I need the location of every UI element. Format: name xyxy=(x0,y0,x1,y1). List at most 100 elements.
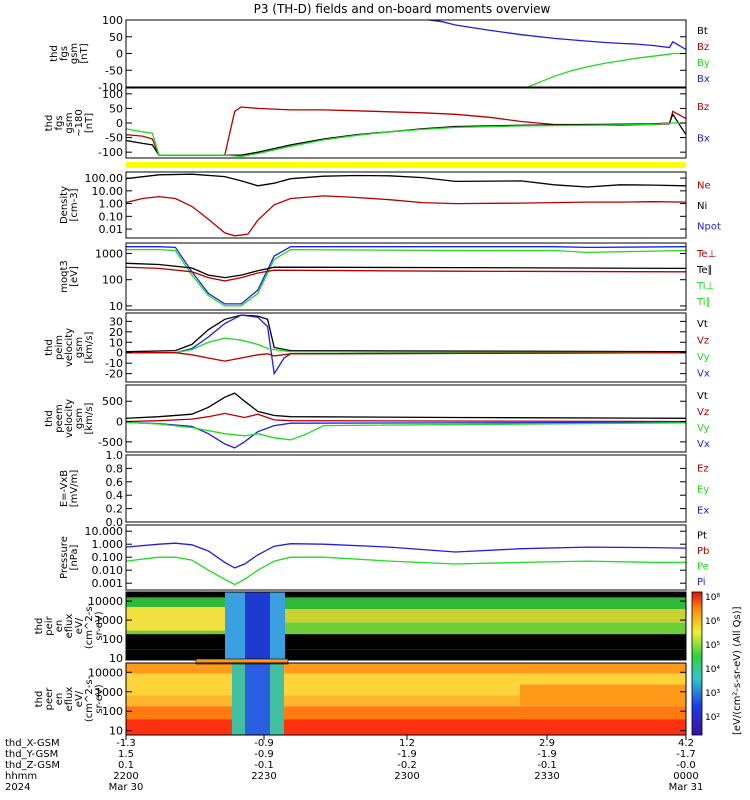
panel-fgs: 100 50 0 -50 -100 thd fgs gsm [nT] Bt Bz By Bx xyxy=(49,14,710,94)
x-axis-value: Mar 30 xyxy=(109,782,144,793)
y-tick-label: 10 xyxy=(109,652,123,665)
colorbar-label: [eV/(cm²-s-sr-eV) (All Qs)] xyxy=(732,606,743,735)
x-axis-value: 2.9 xyxy=(539,738,555,749)
y-tick-label: -10 xyxy=(105,357,123,370)
series-group xyxy=(126,392,686,449)
colorbar-tick-label: 10⁶ xyxy=(705,617,720,627)
legend-label: Te∥ xyxy=(696,265,713,276)
y-tick-label: 0.010 xyxy=(92,564,124,577)
y-tick-label: 10000 xyxy=(88,666,123,679)
x-axis-value: -1.9 xyxy=(537,749,557,760)
panel-frame xyxy=(125,171,687,239)
y-axis-label: thd xyxy=(44,339,55,356)
y-axis-label: E=-VxB xyxy=(59,470,70,507)
panel-efield: 1.00.80.60.40.20.0 E=-VxB [mV/m] Ez Ey Ex xyxy=(59,449,709,529)
y-axis-label: eflux xyxy=(64,614,75,639)
series-line-vz xyxy=(126,352,686,362)
y-tick-label: 1.000 xyxy=(92,538,124,551)
series-group xyxy=(126,246,686,307)
colorbar-tick-label: 10⁴ xyxy=(705,665,720,675)
y-axis-label: (cm^2-s- xyxy=(84,602,95,649)
legend-label: Npot xyxy=(697,222,721,233)
x-axis-value: -0.9 xyxy=(254,738,274,749)
y-axis-label: gsm xyxy=(69,43,80,64)
series-line-vx xyxy=(126,314,686,376)
y-axis-label: [cm-3] xyxy=(69,188,80,221)
y-tick-label: 1000 xyxy=(95,686,123,699)
legend-label: Bz xyxy=(697,42,709,53)
x-axis-value: 0000 xyxy=(673,771,698,782)
y-tick-label: 100 xyxy=(102,705,123,718)
panel-frame xyxy=(125,312,687,383)
y-axis-label: [mV/m] xyxy=(69,470,80,508)
series-line-ti xyxy=(126,246,686,305)
panel-peir-spectrogram: 10000 1000 100 10 thd peir en eflux eV/(cm^2-s-s… xyxy=(34,591,687,665)
legend-label: Vz xyxy=(697,336,709,347)
x-axis-value: -0.2 xyxy=(397,760,417,771)
panel-frame xyxy=(125,662,687,736)
y-tick-label: 0.0 xyxy=(106,516,124,529)
legend-label: Bx xyxy=(697,134,710,145)
y-axis-label: sr-eV) xyxy=(94,684,105,713)
y-tick-label: 0.8 xyxy=(106,462,124,475)
panel-frame xyxy=(125,454,687,523)
y-tick-label: -50 xyxy=(105,64,123,77)
x-axis-row-label: hhmm xyxy=(5,771,37,782)
y-axis-label: en xyxy=(54,620,65,633)
y-axis-label: thd xyxy=(34,618,45,635)
spectrogram-band xyxy=(126,649,686,660)
series-line-by xyxy=(126,122,686,158)
status-bar xyxy=(126,162,686,168)
series-line-vx xyxy=(126,421,686,449)
series-line-te xyxy=(126,262,686,279)
series-line-vt xyxy=(126,392,686,419)
y-tick-label: 500 xyxy=(102,395,123,408)
y-tick-label: 0 xyxy=(116,117,123,130)
series-line-te xyxy=(126,266,686,282)
y-tick-label: -50 xyxy=(105,132,123,145)
legend-label: Ez xyxy=(697,463,709,474)
panel-frame xyxy=(125,524,687,591)
legend-label: Vx xyxy=(697,369,710,380)
y-tick-label: 0 xyxy=(116,416,123,429)
y-tick-label: 0.01 xyxy=(99,223,124,236)
panel-peer-spectrogram: 10000 1000 100 10 thd peer en eflux eV/(cm^2-s-s… xyxy=(34,658,687,738)
legend-label: Ti⊥ xyxy=(696,281,714,292)
spectrogram-dropout xyxy=(245,663,270,735)
y-tick-label: -20 xyxy=(105,368,123,381)
panel-frame xyxy=(125,87,687,159)
y-axis-label: velocity xyxy=(64,399,75,438)
y-tick-label: 20 xyxy=(109,326,123,339)
legend-label: Vy xyxy=(697,352,710,363)
y-tick-label: 0.001 xyxy=(92,577,124,590)
y-axis-label: thd xyxy=(49,45,60,62)
legend-label: Te⊥ xyxy=(696,249,716,260)
series-line-vy xyxy=(126,421,686,441)
figure-title: P3 (TH-D) fields and on-board moments ov… xyxy=(254,2,551,16)
panel-frame xyxy=(125,19,687,88)
panel-frame xyxy=(125,591,687,661)
legend-label: Vt xyxy=(697,391,708,402)
panel-velocity-peem: 500 0 -500 thd peem velocity gsm [km/s] Vt Vz Vy Vx xyxy=(44,384,710,453)
x-axis-value: 2200 xyxy=(113,771,138,782)
legend-label: Ne xyxy=(697,180,711,191)
y-tick-label: 10 xyxy=(109,336,123,349)
y-axis-label: velocity xyxy=(64,328,75,367)
legend-label: Vx xyxy=(697,439,710,450)
y-tick-label: -500 xyxy=(98,436,123,449)
colorbar-scale xyxy=(691,591,703,736)
spectrogram-band xyxy=(520,684,686,707)
y-axis-label: peim xyxy=(54,335,65,360)
y-tick-label: 1.0 xyxy=(106,449,124,462)
y-axis-label: [nT] xyxy=(84,113,95,133)
y-axis-label: [km/s] xyxy=(84,402,95,434)
y-axis-label: thd xyxy=(34,691,45,708)
legend-label: Pt xyxy=(697,531,707,542)
colorbar-tick-label: 10⁵ xyxy=(705,641,720,651)
y-tick-label: -100 xyxy=(98,146,123,159)
y-axis-label: thd xyxy=(44,115,55,132)
colorbar-tick-label: 10² xyxy=(705,713,720,723)
y-axis-label: Pressure xyxy=(59,536,70,579)
